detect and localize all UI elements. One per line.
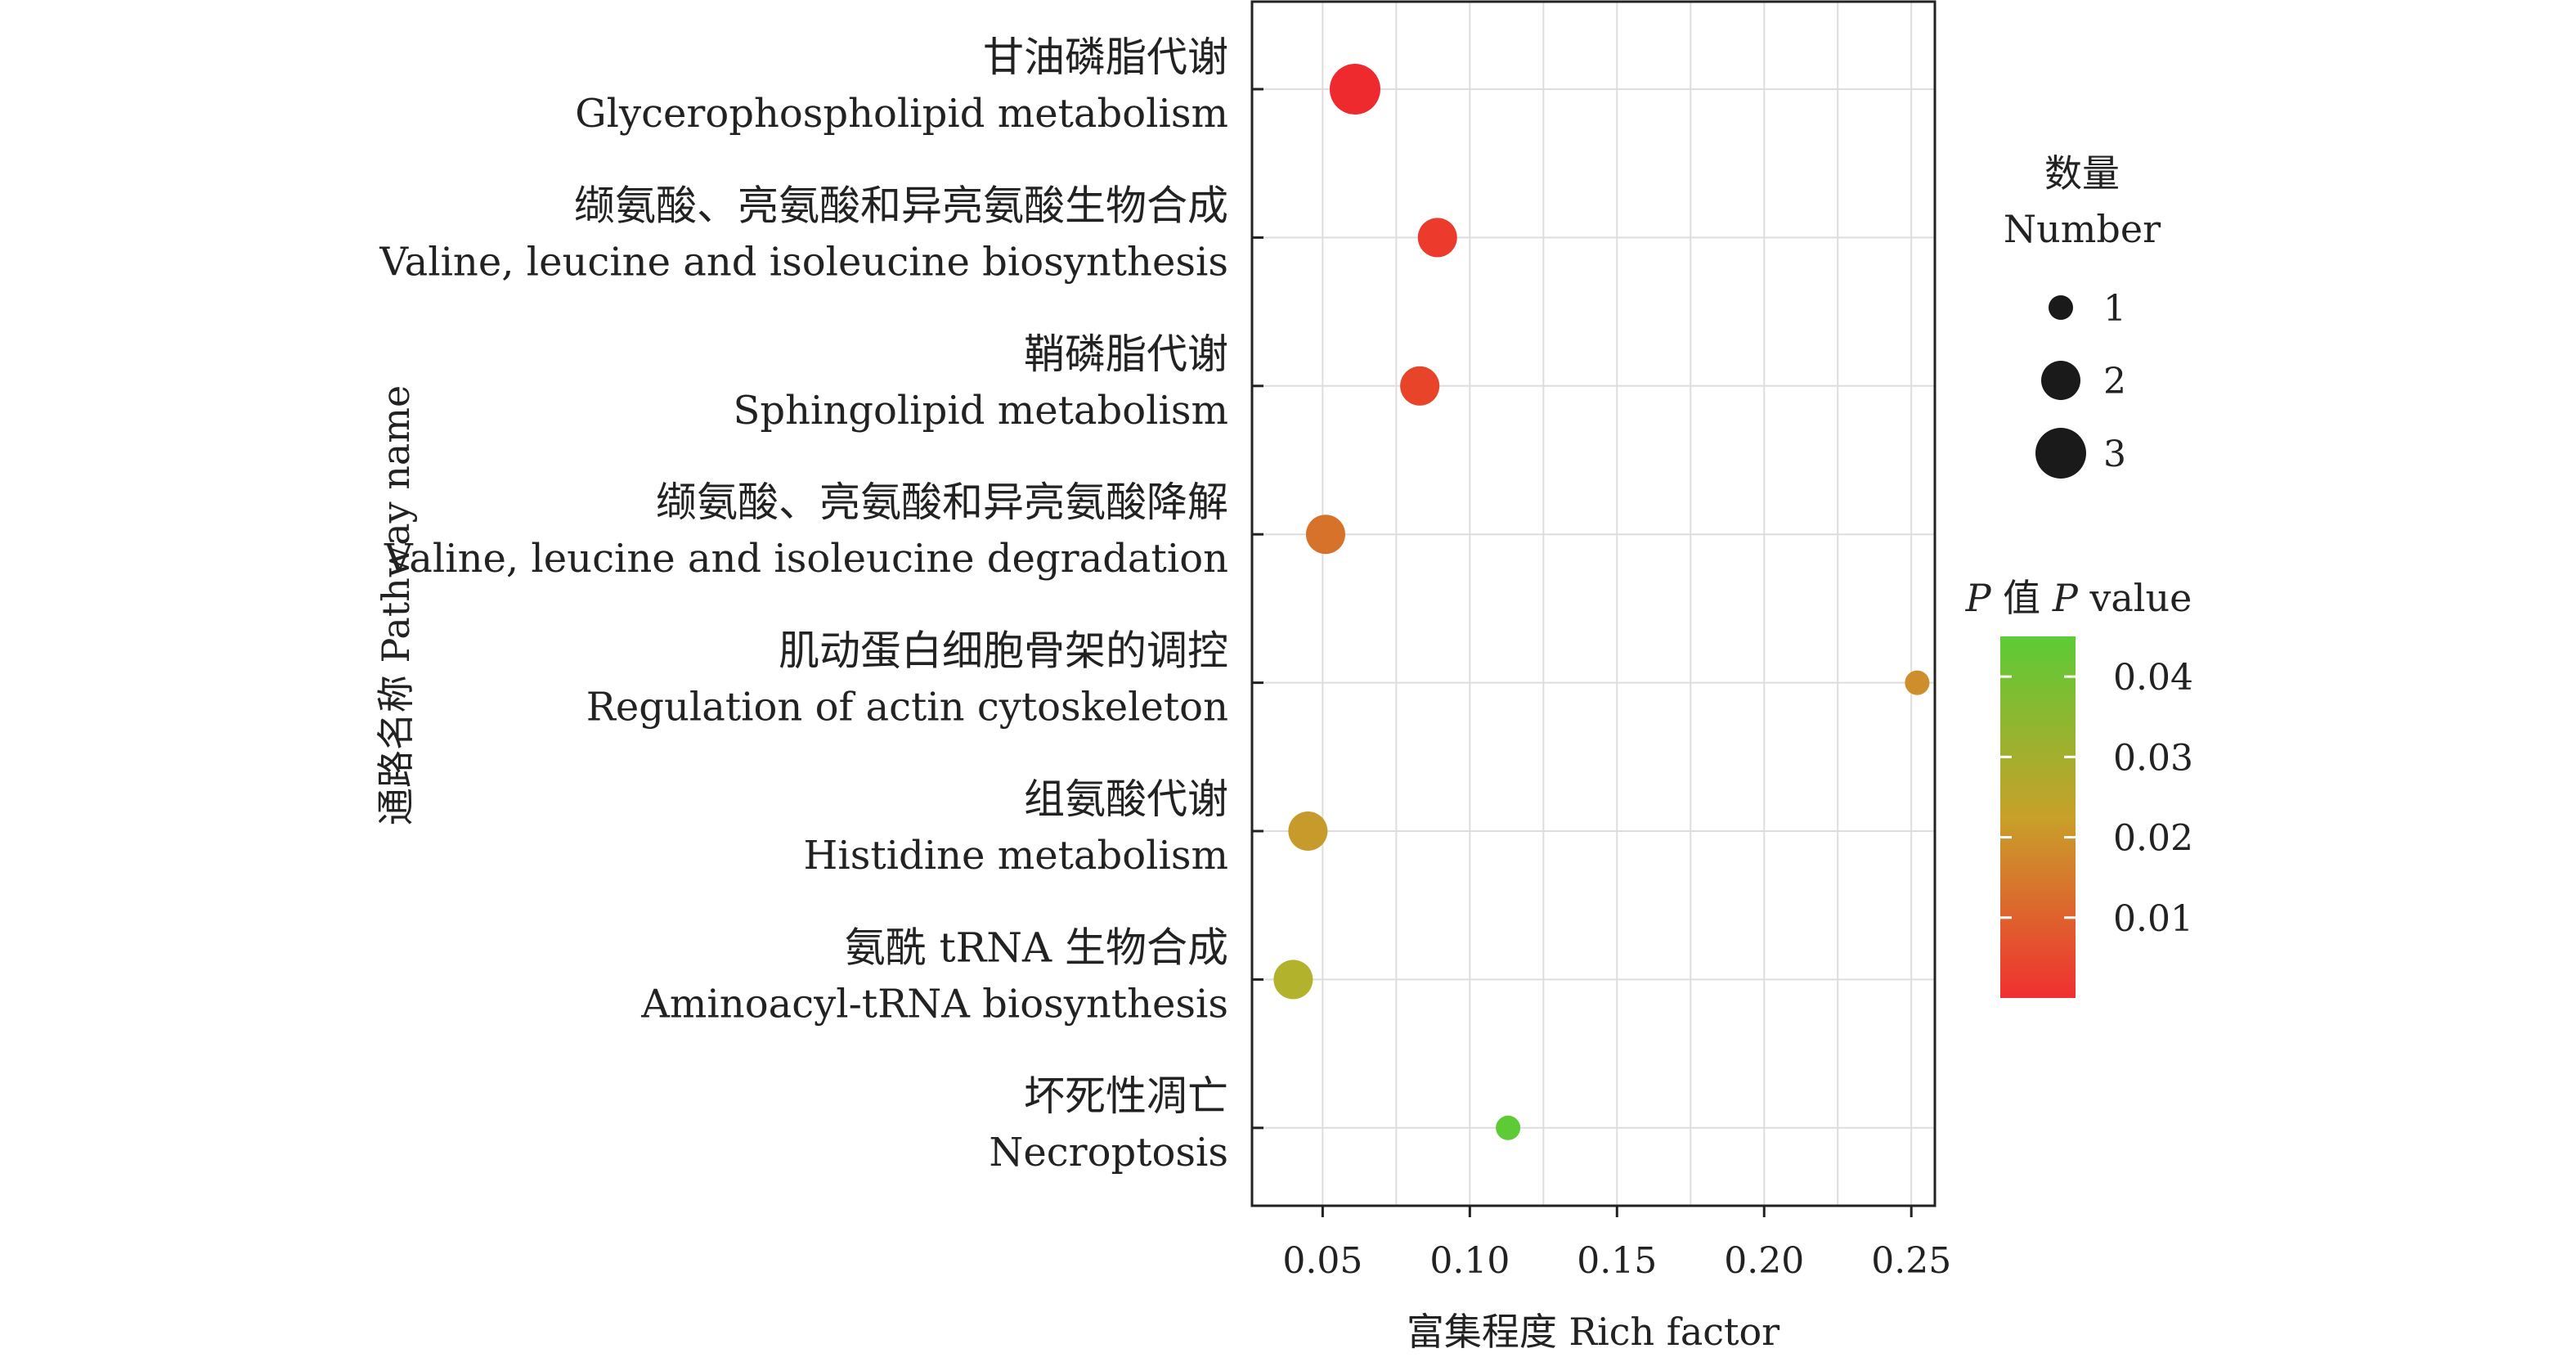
data-point xyxy=(1905,670,1930,695)
y-tick-label-en: Valine, leucine and isoleucine degradati… xyxy=(384,536,1228,582)
y-tick-label-cn: 组氨酸代谢 xyxy=(1024,775,1228,823)
size-legend-label: 2 xyxy=(2103,361,2126,402)
x-tick-label: 0.15 xyxy=(1577,1240,1657,1282)
x-tick-label: 0.10 xyxy=(1429,1240,1510,1282)
color-legend: P 值 P value 0.04 0.03 0.02 0.01 xyxy=(1965,576,2193,998)
y-tick-label-en: Regulation of actin cytoskeleton xyxy=(586,685,1228,730)
y-tick-label-cn: 甘油磷脂代谢 xyxy=(983,34,1228,81)
color-legend-tick-label: 0.03 xyxy=(2113,737,2193,779)
data-point xyxy=(1273,960,1313,1000)
data-point xyxy=(1305,515,1345,555)
color-legend-title-middle: 值 xyxy=(1991,576,2053,620)
size-legend-title-cn: 数量 xyxy=(2044,151,2120,196)
size-legend-label: 1 xyxy=(2103,288,2126,330)
y-axis-title: 通路名称 Pathway name xyxy=(374,385,418,825)
x-tick-label: 0.05 xyxy=(1282,1240,1362,1282)
color-legend-title: P 值 P value xyxy=(1965,576,2192,620)
y-tick-label-cn: 缬氨酸、亮氨酸和异亮氨酸生物合成 xyxy=(574,182,1228,229)
y-tick-label-cn: 氨酰 tRNA 生物合成 xyxy=(845,924,1228,971)
size-legend: 数量 Number 1 2 3 xyxy=(2004,151,2161,479)
size-legend-items: 1 2 3 xyxy=(2035,288,2126,479)
y-tick-label-en: Histidine metabolism xyxy=(804,833,1228,879)
color-legend-bar xyxy=(2000,636,2076,998)
y-tick-label-en: Glycerophospholipid metabolism xyxy=(575,91,1228,137)
data-point xyxy=(1288,811,1328,851)
y-axis-category-labels: 甘油磷脂代谢 Glycerophospholipid metabolism 缬氨酸、… xyxy=(379,34,1228,1175)
color-legend-title-suffix: value xyxy=(2078,576,2192,620)
y-tick-label-cn: 肌动蛋白细胞骨架的调控 xyxy=(779,627,1228,675)
color-legend-tick-label: 0.02 xyxy=(2113,818,2193,860)
size-legend-label: 3 xyxy=(2103,434,2126,475)
plot-frame xyxy=(1250,0,1936,1207)
y-tick-label-en: Valine, leucine and isoleucine biosynthe… xyxy=(379,239,1228,285)
size-legend-swatch xyxy=(2035,428,2086,479)
x-axis-ticks: 0.05 0.10 0.15 0.20 0.25 xyxy=(1282,1206,1951,1282)
y-tick-label-en: Aminoacyl-tRNA biosynthesis xyxy=(640,981,1228,1027)
data-point xyxy=(1496,1115,1521,1140)
data-point xyxy=(1400,366,1440,406)
color-legend-ticks: 0.04 0.03 0.02 0.01 xyxy=(2000,657,2193,940)
y-tick-label-en: Sphingolipid metabolism xyxy=(734,388,1228,434)
data-point xyxy=(1417,218,1457,258)
size-legend-swatch xyxy=(2041,361,2080,400)
data-point xyxy=(1329,64,1380,115)
color-legend-tick-label: 0.04 xyxy=(2113,657,2193,699)
grid-lines xyxy=(1252,2,1935,1206)
y-tick-label-cn: 鞘磷脂代谢 xyxy=(1024,330,1228,378)
data-points xyxy=(1273,64,1930,1140)
y-tick-label-cn: 缬氨酸、亮氨酸和异亮氨酸降解 xyxy=(656,479,1228,526)
color-legend-title-p2: P xyxy=(2052,576,2079,620)
y-tick-label-cn: 坏死性凋亡 xyxy=(1024,1072,1228,1120)
color-legend-title-p1: P xyxy=(1965,576,1992,620)
y-tick-label-en: Necroptosis xyxy=(989,1130,1228,1175)
x-tick-label: 0.25 xyxy=(1871,1240,1951,1282)
color-legend-tick-label: 0.01 xyxy=(2113,898,2193,940)
size-legend-swatch xyxy=(2049,295,2073,320)
x-axis-title: 富集程度 Rich factor xyxy=(1407,1310,1779,1354)
size-legend-title-en: Number xyxy=(2004,207,2161,251)
y-axis-ticks xyxy=(1252,88,1263,1130)
x-tick-label: 0.20 xyxy=(1724,1240,1804,1282)
